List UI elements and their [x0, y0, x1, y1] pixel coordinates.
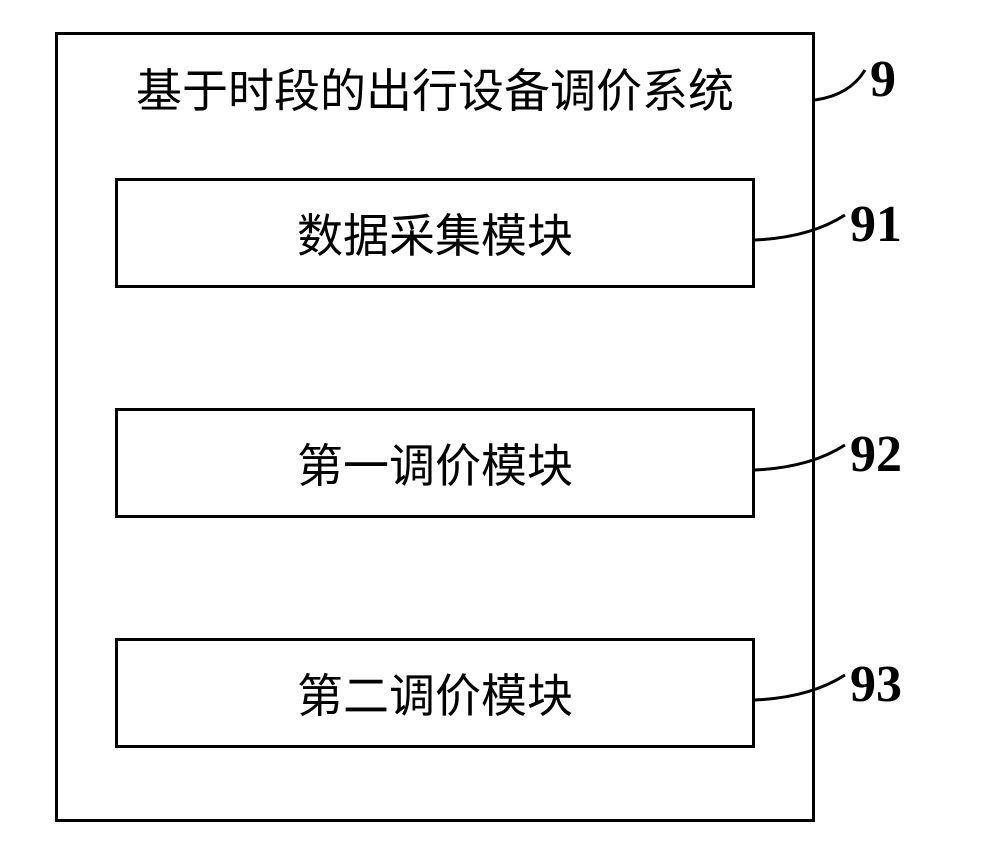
container-label: 9	[870, 50, 896, 109]
module-label: 第二调价模块	[297, 660, 573, 726]
module-data-collection: 数据采集模块	[115, 178, 755, 288]
module-label: 第一调价模块	[297, 430, 573, 496]
system-title: 基于时段的出行设备调价系统	[58, 55, 812, 121]
module-first-pricing: 第一调价模块	[115, 408, 755, 518]
module-label: 数据采集模块	[297, 200, 573, 266]
module-number-label: 91	[850, 195, 902, 254]
module-second-pricing: 第二调价模块	[115, 638, 755, 748]
module-number-label: 93	[850, 655, 902, 714]
module-number-label: 92	[850, 425, 902, 484]
